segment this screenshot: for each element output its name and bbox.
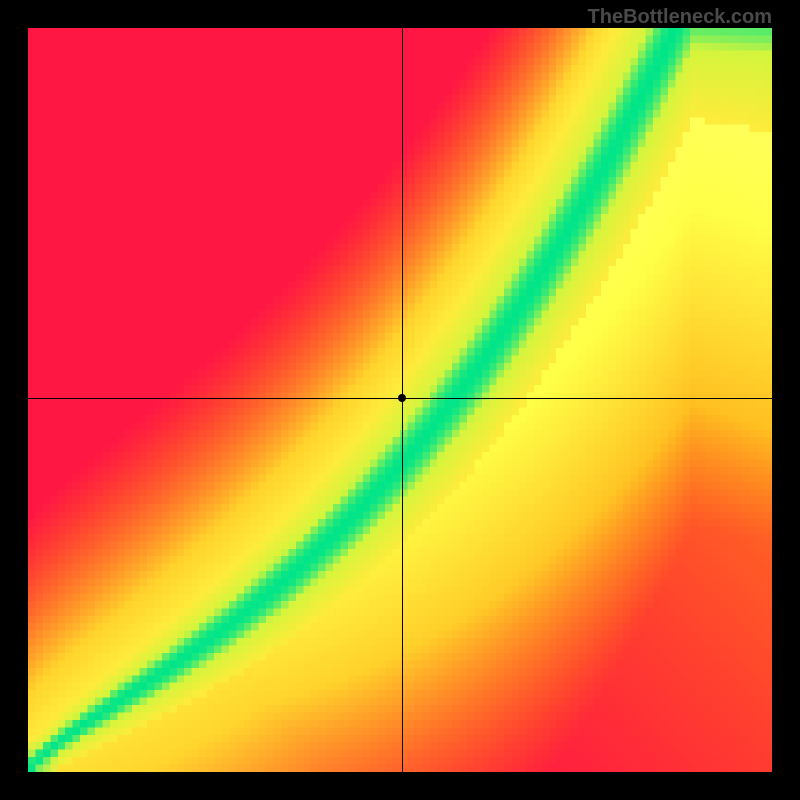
plot-area (28, 28, 772, 772)
watermark-text: TheBottleneck.com (588, 6, 772, 29)
marker-dot (398, 394, 406, 402)
